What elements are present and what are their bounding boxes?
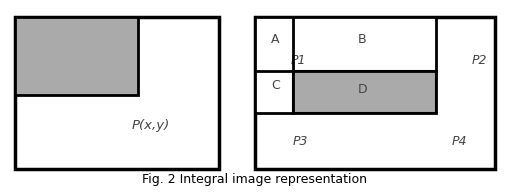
Text: P3: P3 bbox=[293, 135, 308, 148]
Text: P4: P4 bbox=[450, 135, 466, 148]
Bar bbox=[293, 71, 435, 113]
Text: B: B bbox=[357, 33, 365, 46]
Text: C: C bbox=[270, 79, 279, 92]
Bar bbox=[15, 17, 137, 95]
Text: D: D bbox=[357, 83, 366, 96]
Text: P2: P2 bbox=[471, 54, 486, 67]
Text: P1: P1 bbox=[290, 54, 305, 67]
Text: A: A bbox=[271, 33, 279, 46]
Bar bbox=[15, 17, 219, 169]
Bar bbox=[254, 17, 494, 169]
Bar bbox=[254, 17, 435, 113]
Text: Fig. 2 Integral image representation: Fig. 2 Integral image representation bbox=[142, 173, 367, 186]
Text: P(x,y): P(x,y) bbox=[131, 119, 169, 132]
